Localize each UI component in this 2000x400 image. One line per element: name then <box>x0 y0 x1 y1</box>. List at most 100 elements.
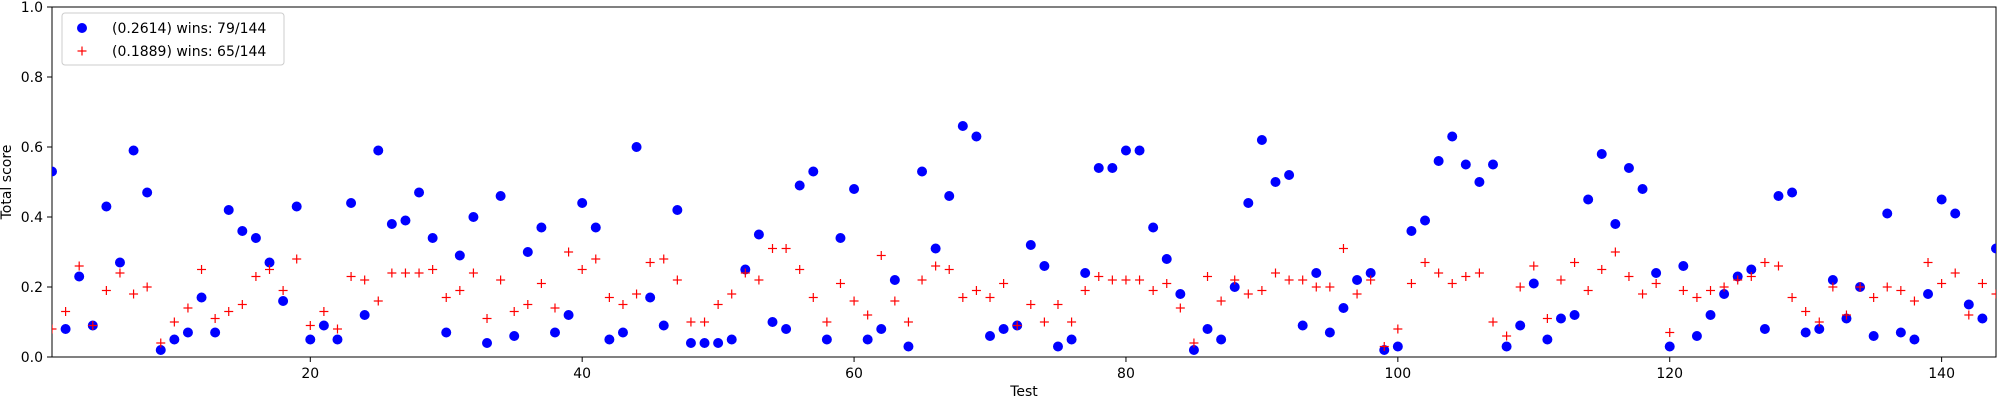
data-point-circle <box>658 320 669 331</box>
data-point-plus <box>822 317 832 327</box>
y-axis-label: Total score <box>0 145 15 221</box>
data-point-circle <box>1161 254 1172 264</box>
data-point-circle <box>889 275 900 285</box>
data-point-circle <box>781 324 792 334</box>
data-point-plus <box>727 289 737 299</box>
data-point-plus <box>1542 314 1552 323</box>
data-point-circle <box>427 233 438 243</box>
data-point-plus <box>1529 261 1539 271</box>
data-point-circle <box>482 338 493 348</box>
data-point-circle <box>1039 261 1050 271</box>
data-point-plus <box>1434 268 1444 278</box>
data-point-circle <box>536 222 547 233</box>
series-2 <box>52 244 1996 351</box>
data-point-circle <box>849 184 860 194</box>
data-point-plus <box>1610 247 1620 257</box>
data-point-plus <box>1923 258 1933 267</box>
data-point-plus <box>659 254 669 264</box>
data-point-circle <box>278 296 289 306</box>
data-point-circle <box>1977 313 1988 324</box>
data-point-circle <box>414 187 425 198</box>
data-point-circle <box>631 142 642 152</box>
data-point-plus <box>903 317 913 327</box>
data-point-circle <box>1827 275 1838 285</box>
data-point-plus <box>332 324 342 334</box>
legend-entry: (0.2614) wins: 79/144 <box>77 21 266 37</box>
data-point-circle <box>835 233 846 243</box>
data-point-circle <box>1202 324 1213 334</box>
x-tick-label: 60 <box>845 366 863 382</box>
data-point-circle <box>903 341 914 352</box>
data-point-plus <box>156 338 166 348</box>
data-point-circle <box>495 191 506 201</box>
data-point-circle <box>1909 334 1920 345</box>
data-point-circle <box>1447 131 1458 142</box>
data-point-circle <box>862 334 873 345</box>
data-point-circle <box>1365 268 1376 278</box>
data-point-circle <box>155 345 166 355</box>
data-point-circle <box>346 198 357 208</box>
data-point-circle <box>250 233 261 243</box>
data-point-plus <box>577 265 587 274</box>
data-point-circle <box>1583 194 1594 205</box>
data-point-circle <box>672 205 683 215</box>
data-point-circle <box>1868 331 1879 341</box>
data-point-circle <box>1950 208 1961 219</box>
data-point-circle <box>1651 268 1662 278</box>
data-point-plus <box>387 268 397 278</box>
data-point-circle <box>1120 145 1131 156</box>
data-point-circle <box>1515 320 1526 331</box>
data-point-plus <box>1651 279 1661 288</box>
data-point-plus <box>210 314 220 323</box>
data-point-circle <box>1052 341 1063 352</box>
data-point-circle <box>332 334 343 345</box>
data-point-plus <box>265 265 275 274</box>
data-point-plus <box>441 293 451 302</box>
data-point-plus <box>1406 279 1416 288</box>
data-point-circle <box>1270 177 1281 187</box>
data-point-circle <box>1637 184 1648 194</box>
data-point-circle <box>930 243 941 254</box>
data-point-circle <box>1297 320 1308 331</box>
data-point-circle <box>1895 327 1906 338</box>
data-point-circle <box>767 317 778 327</box>
data-point-circle <box>998 324 1009 334</box>
data-point-plus <box>604 293 614 302</box>
data-point-circle <box>1542 334 1553 345</box>
data-point-circle <box>210 327 221 338</box>
x-tick-label: 80 <box>1117 366 1135 382</box>
data-point-plus <box>1841 310 1851 320</box>
data-point-plus <box>1420 258 1430 267</box>
data-point-circle <box>128 145 139 156</box>
data-point-plus <box>428 265 438 274</box>
data-point-plus <box>672 275 682 285</box>
data-point-circle <box>142 187 153 198</box>
data-point-circle <box>645 292 656 303</box>
data-point-plus <box>319 307 329 316</box>
data-point-circle <box>794 180 805 191</box>
data-point-circle <box>985 331 996 341</box>
data-point-plus <box>1678 286 1688 295</box>
data-point-plus <box>1189 338 1199 348</box>
data-point-circle <box>808 166 819 177</box>
data-point-circle <box>713 338 724 348</box>
data-point-plus <box>591 254 601 264</box>
data-point-plus <box>944 265 954 274</box>
data-point-circle <box>1882 208 1893 219</box>
data-point-plus <box>700 317 710 327</box>
data-point-circle <box>223 205 234 215</box>
data-point-plus <box>183 303 193 313</box>
data-point-plus <box>1379 342 1389 351</box>
data-point-circle <box>522 247 533 257</box>
data-point-circle <box>1610 219 1621 229</box>
data-point-plus <box>1257 286 1267 295</box>
data-point-plus <box>890 296 900 306</box>
legend-entry: (0.1889) wins: 65/144 <box>77 44 266 60</box>
data-point-circle <box>1311 268 1322 278</box>
data-point-plus <box>1597 265 1607 274</box>
data-point-circle <box>590 222 601 233</box>
data-point-plus <box>740 268 750 278</box>
legend-box <box>61 12 285 66</box>
data-point-plus <box>931 261 941 271</box>
data-point-circle <box>1678 261 1689 271</box>
